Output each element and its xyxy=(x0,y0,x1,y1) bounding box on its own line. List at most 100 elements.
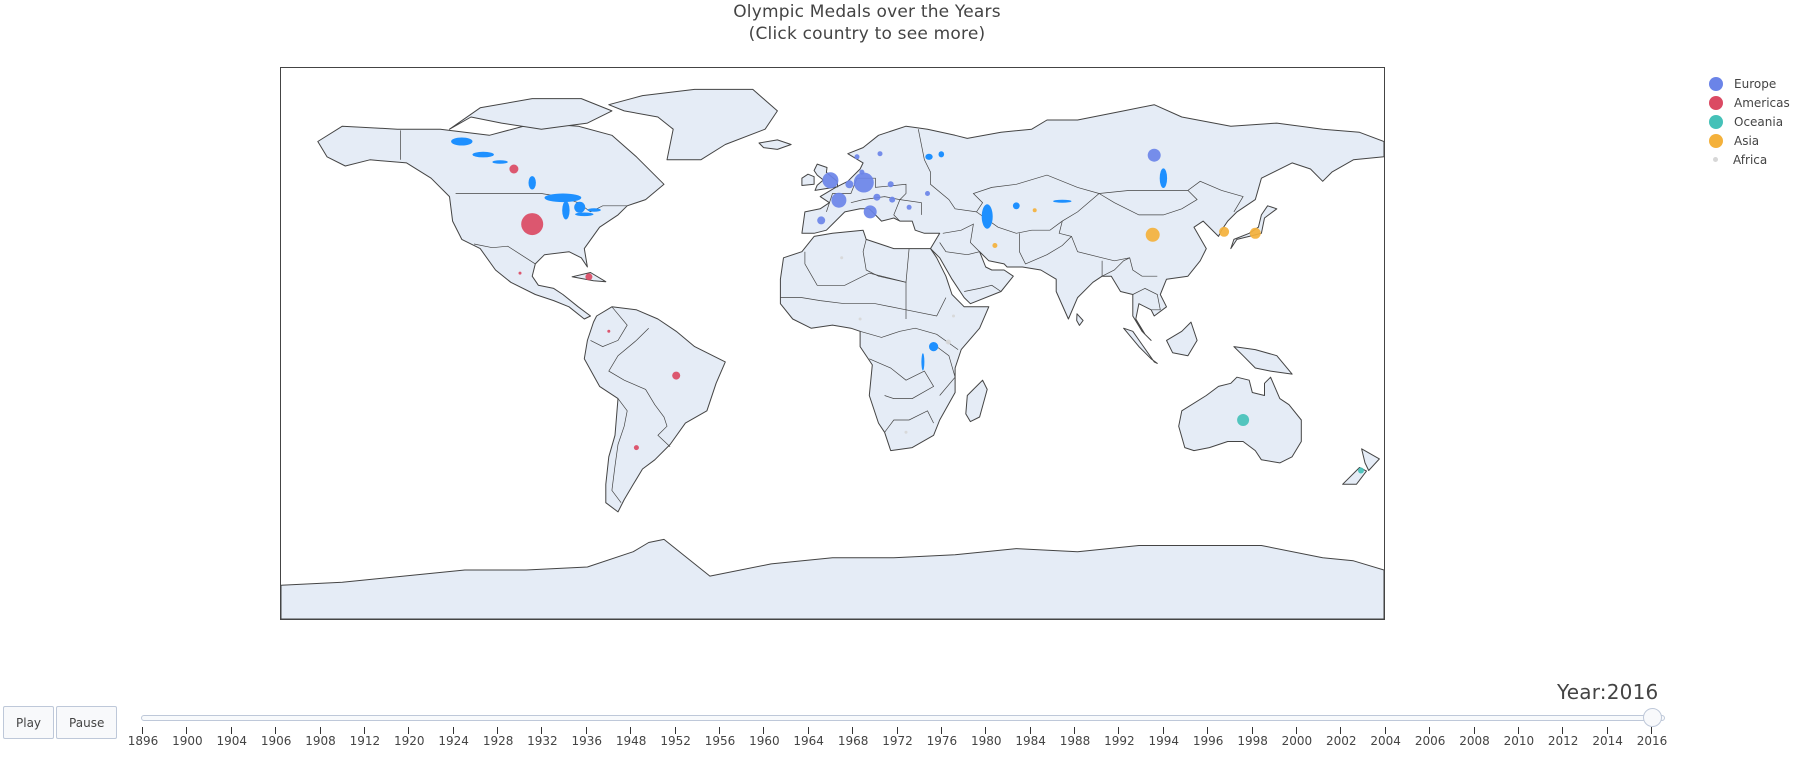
europe-marker-13[interactable] xyxy=(854,154,860,160)
year-tick-1994[interactable]: 1994 xyxy=(1142,727,1186,748)
year-tick-1968[interactable]: 1968 xyxy=(831,727,875,748)
year-tick-1972[interactable]: 1972 xyxy=(876,727,920,748)
year-slider-handle[interactable] xyxy=(1643,708,1662,727)
ireland-land[interactable] xyxy=(801,173,815,186)
indonesia-land[interactable] xyxy=(1123,327,1158,364)
antarctica-land[interactable] xyxy=(281,538,1384,619)
asia-marker-5[interactable] xyxy=(992,243,998,248)
new-zealand-north-land[interactable] xyxy=(1361,448,1380,471)
europe-marker-11[interactable] xyxy=(859,169,865,175)
play-button[interactable]: Play xyxy=(3,706,55,739)
year-tick-1996[interactable]: 1996 xyxy=(1186,727,1230,748)
south-america-land[interactable] xyxy=(583,306,726,513)
pause-button[interactable]: Pause xyxy=(56,706,118,739)
year-tick-1908[interactable]: 1908 xyxy=(299,727,343,748)
year-tick-1980[interactable]: 1980 xyxy=(964,727,1008,748)
asia-marker-3[interactable] xyxy=(1219,226,1230,237)
year-tick-2014[interactable]: 2014 xyxy=(1586,727,1630,748)
year-tick-1948[interactable]: 1948 xyxy=(609,727,653,748)
year-tick-2004[interactable]: 2004 xyxy=(1364,727,1408,748)
year-tick-2000[interactable]: 2000 xyxy=(1275,727,1319,748)
year-tick-1932[interactable]: 1932 xyxy=(520,727,564,748)
year-tick-1906[interactable]: 1906 xyxy=(254,727,298,748)
year-tick-1904[interactable]: 1904 xyxy=(210,727,254,748)
year-tick-1998[interactable]: 1998 xyxy=(1231,727,1275,748)
year-tick-1960[interactable]: 1960 xyxy=(742,727,786,748)
iceland-land[interactable] xyxy=(758,139,792,150)
africa-marker-5[interactable] xyxy=(840,256,844,260)
legend-item-americas[interactable]: Americas xyxy=(1701,93,1791,112)
world-map-svg[interactable] xyxy=(281,68,1384,619)
madagascar-land[interactable] xyxy=(965,379,988,423)
africa-marker-2[interactable] xyxy=(952,314,955,318)
north-america-land[interactable] xyxy=(317,122,665,320)
year-tick-1936[interactable]: 1936 xyxy=(565,727,609,748)
eurasia-land[interactable] xyxy=(801,104,1384,341)
europe-marker-4[interactable] xyxy=(863,205,877,219)
americas-marker-4[interactable] xyxy=(672,371,681,380)
europe-marker-12[interactable] xyxy=(877,151,883,157)
year-slider-track[interactable] xyxy=(141,715,1665,721)
marker-layer[interactable] xyxy=(509,148,1364,474)
americas-marker-3[interactable] xyxy=(585,273,593,281)
asia-marker-4[interactable] xyxy=(1032,208,1037,213)
oceania-marker-1[interactable] xyxy=(1237,414,1250,426)
borneo-land[interactable] xyxy=(1166,321,1198,357)
legend-item-asia[interactable]: Asia xyxy=(1701,131,1791,150)
europe-marker-3[interactable] xyxy=(831,192,847,208)
legend-item-africa[interactable]: Africa xyxy=(1701,150,1791,169)
oceania-marker-2[interactable] xyxy=(1358,467,1364,474)
legend-label-oceania: Oceania xyxy=(1734,114,1784,129)
sri-lanka-land[interactable] xyxy=(1076,313,1084,326)
year-tick-2012[interactable]: 2012 xyxy=(1541,727,1585,748)
year-tick-2016[interactable]: 2016 xyxy=(1630,727,1674,748)
lake-victoria xyxy=(929,342,939,352)
europe-marker-7[interactable] xyxy=(845,180,854,189)
africa-marker-3[interactable] xyxy=(858,317,862,321)
year-tick-1896[interactable]: 1896 xyxy=(121,727,165,748)
americas-marker-2[interactable] xyxy=(509,164,519,174)
africa-marker-1[interactable] xyxy=(945,339,951,345)
europe-marker-9[interactable] xyxy=(889,196,896,203)
asia-marker-1[interactable] xyxy=(1145,227,1160,242)
americas-marker-1[interactable] xyxy=(521,213,544,236)
greenland-land[interactable] xyxy=(608,88,778,161)
year-tick-1992[interactable]: 1992 xyxy=(1097,727,1141,748)
year-tick-1956[interactable]: 1956 xyxy=(698,727,742,748)
europe-marker-8[interactable] xyxy=(873,193,881,201)
year-tick-1976[interactable]: 1976 xyxy=(920,727,964,748)
border-andes xyxy=(611,398,628,503)
europe-marker-1[interactable] xyxy=(822,172,839,189)
europe-marker-15[interactable] xyxy=(925,191,930,196)
year-tick-1912[interactable]: 1912 xyxy=(343,727,387,748)
americas-marker-6[interactable] xyxy=(518,271,522,275)
legend-item-europe[interactable]: Europe xyxy=(1701,74,1791,93)
year-tick-1988[interactable]: 1988 xyxy=(1053,727,1097,748)
legend-item-oceania[interactable]: Oceania xyxy=(1701,112,1791,131)
europe-marker-5[interactable] xyxy=(1147,148,1161,162)
europe-marker-10[interactable] xyxy=(887,181,894,188)
europe-marker-14[interactable] xyxy=(906,204,912,210)
year-tick-2006[interactable]: 2006 xyxy=(1408,727,1452,748)
year-tick-2010[interactable]: 2010 xyxy=(1497,727,1541,748)
asia-marker-2[interactable] xyxy=(1249,227,1261,239)
year-tick-2002[interactable]: 2002 xyxy=(1319,727,1363,748)
europe-marker-2[interactable] xyxy=(853,172,874,193)
new-guinea-land[interactable] xyxy=(1233,346,1293,375)
year-tick-1920[interactable]: 1920 xyxy=(387,727,431,748)
border-mongolia xyxy=(1098,190,1198,216)
world-map-plot[interactable] xyxy=(280,67,1385,620)
americas-marker-5[interactable] xyxy=(633,445,639,451)
year-tick-1964[interactable]: 1964 xyxy=(787,727,831,748)
year-tick-1900[interactable]: 1900 xyxy=(165,727,209,748)
americas-marker-7[interactable] xyxy=(607,329,611,333)
canadian-islands-land[interactable] xyxy=(449,98,613,130)
year-tick-2008[interactable]: 2008 xyxy=(1453,727,1497,748)
africa-marker-4[interactable] xyxy=(904,430,908,434)
year-tick-1924[interactable]: 1924 xyxy=(432,727,476,748)
year-tick-1984[interactable]: 1984 xyxy=(1009,727,1053,748)
year-tick-1952[interactable]: 1952 xyxy=(654,727,698,748)
europe-marker-6[interactable] xyxy=(817,216,826,225)
japan-land[interactable] xyxy=(1230,205,1278,250)
year-tick-1928[interactable]: 1928 xyxy=(476,727,520,748)
